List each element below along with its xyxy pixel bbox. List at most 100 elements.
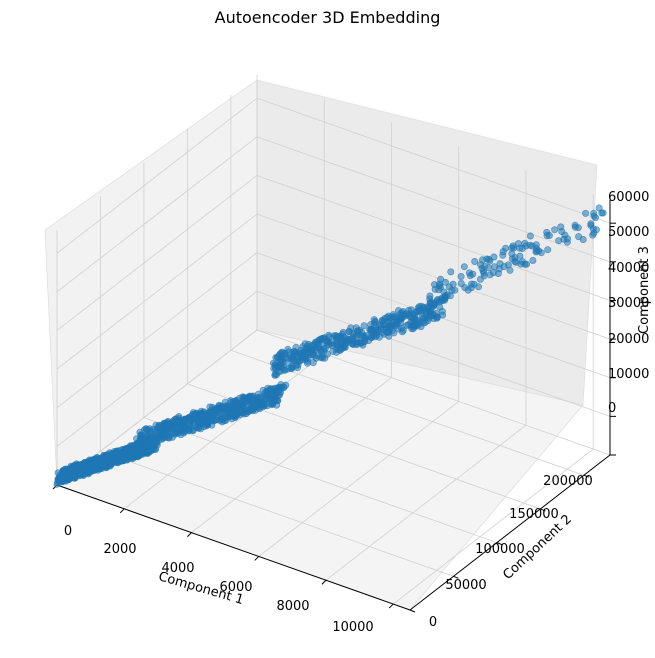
- back-gridline: [256, 136, 611, 263]
- scatter-point: [426, 295, 434, 303]
- floor-gridline: [392, 448, 594, 605]
- scatter-point: [476, 275, 484, 283]
- scatter-point: [389, 311, 397, 319]
- scatter-point: [316, 353, 324, 361]
- z-axis-label: Component 3: [637, 246, 652, 334]
- scatter-point: [500, 263, 508, 271]
- scatter-point: [370, 320, 378, 328]
- scatter-point: [261, 389, 269, 397]
- back-gridline: [256, 97, 611, 224]
- scatter-point: [281, 366, 289, 374]
- x-tick-mark: [119, 508, 125, 514]
- z-tick-label: 10000: [608, 367, 649, 382]
- y-tick-mark: [453, 575, 459, 579]
- scatter-point: [137, 431, 145, 439]
- y-tick-label: 150000: [509, 507, 559, 522]
- z-tick-label: 20000: [608, 332, 649, 347]
- scatter-point: [198, 409, 206, 417]
- scatter-point: [129, 450, 137, 458]
- scatter-point: [340, 343, 348, 351]
- z-tick-label: 60000: [608, 190, 649, 205]
- scatter-point: [521, 239, 529, 247]
- scatter-point: [330, 332, 338, 340]
- z-tick-label: 40000: [608, 261, 649, 276]
- left-gridline: [56, 175, 258, 331]
- scatter-point: [397, 309, 405, 317]
- left-gridline: [56, 291, 258, 447]
- left-gridline: [56, 136, 258, 293]
- scatter-point: [477, 261, 485, 269]
- scatter-point: [180, 423, 188, 431]
- scatter-point: [298, 354, 306, 362]
- x-tick-mark: [254, 556, 260, 561]
- x-tick-mark: [321, 579, 327, 585]
- scatter-point: [379, 317, 387, 325]
- scatter-point: [446, 292, 454, 300]
- scatter-point: [529, 256, 537, 264]
- scatter-point: [557, 223, 565, 231]
- scatter-point: [321, 344, 329, 352]
- scatter-point: [375, 333, 383, 341]
- x-tick-label: 8000: [276, 599, 309, 614]
- scatter-point: [169, 417, 177, 425]
- scatter-point: [470, 280, 478, 288]
- y-tick-mark: [583, 474, 590, 478]
- scatter-point: [276, 391, 284, 399]
- x-tick-label: 0: [64, 524, 72, 539]
- left-gridline: [56, 213, 258, 370]
- scatter-point: [521, 260, 529, 268]
- scatter-point: [103, 451, 111, 459]
- floor-gridline: [143, 417, 498, 543]
- scatter-point: [200, 423, 208, 431]
- back-gridline: [256, 175, 611, 301]
- scatter-point: [411, 321, 419, 329]
- z-tick-labels: 0 10000 20000 30000 40000 50000 60000: [608, 190, 649, 416]
- scatter-point: [245, 393, 253, 401]
- scatter-point: [526, 232, 534, 240]
- scatter-point: [143, 449, 151, 457]
- scatter-point: [439, 311, 447, 319]
- scatter-point: [587, 221, 595, 229]
- scatter-point: [438, 297, 446, 305]
- y-tick-label: 200000: [543, 474, 593, 489]
- scatter-point: [417, 302, 425, 310]
- scatter-point: [393, 316, 401, 324]
- scatter-point: [80, 461, 88, 469]
- x-tick-mark: [187, 532, 192, 537]
- x-tick-mark: [388, 603, 394, 609]
- y-tick-label: 50000: [445, 578, 486, 593]
- scatter-point: [288, 364, 296, 372]
- scatter-point: [54, 477, 62, 485]
- scatter-point: [551, 226, 559, 234]
- scatter-point: [447, 268, 455, 276]
- scatter-point: [461, 284, 469, 292]
- scatter-point: [509, 242, 517, 250]
- scatter-point: [466, 272, 474, 280]
- x-tick-label: 2000: [103, 542, 136, 557]
- floor-gridline: [123, 353, 325, 510]
- x-tick-labels: 0 2000 4000 6000 8000 10000: [64, 524, 374, 635]
- scatter-point: [460, 263, 468, 271]
- scatter-point: [516, 252, 524, 260]
- scatter-point: [360, 322, 368, 330]
- scatter-point: [86, 461, 94, 469]
- scatter-point: [156, 433, 164, 441]
- scatter-point: [241, 397, 249, 405]
- y-tick-mark: [409, 609, 416, 613]
- scatter-point: [282, 381, 290, 389]
- scatter-point: [575, 233, 583, 241]
- y-tick-mark: [540, 508, 546, 512]
- y-axis-line: [409, 454, 611, 611]
- x-axis-line: [56, 484, 411, 611]
- scatter-point: [451, 286, 459, 294]
- scatter-point: [223, 411, 231, 419]
- scatter-points: [53, 204, 607, 488]
- scatter-point: [60, 466, 68, 474]
- scatter-point: [582, 209, 590, 217]
- scatter-point: [232, 411, 240, 419]
- chart-title: Autoencoder 3D Embedding: [214, 8, 441, 27]
- scatter-point: [355, 326, 363, 334]
- scatter-point: [398, 328, 406, 336]
- scatter-point: [403, 321, 411, 329]
